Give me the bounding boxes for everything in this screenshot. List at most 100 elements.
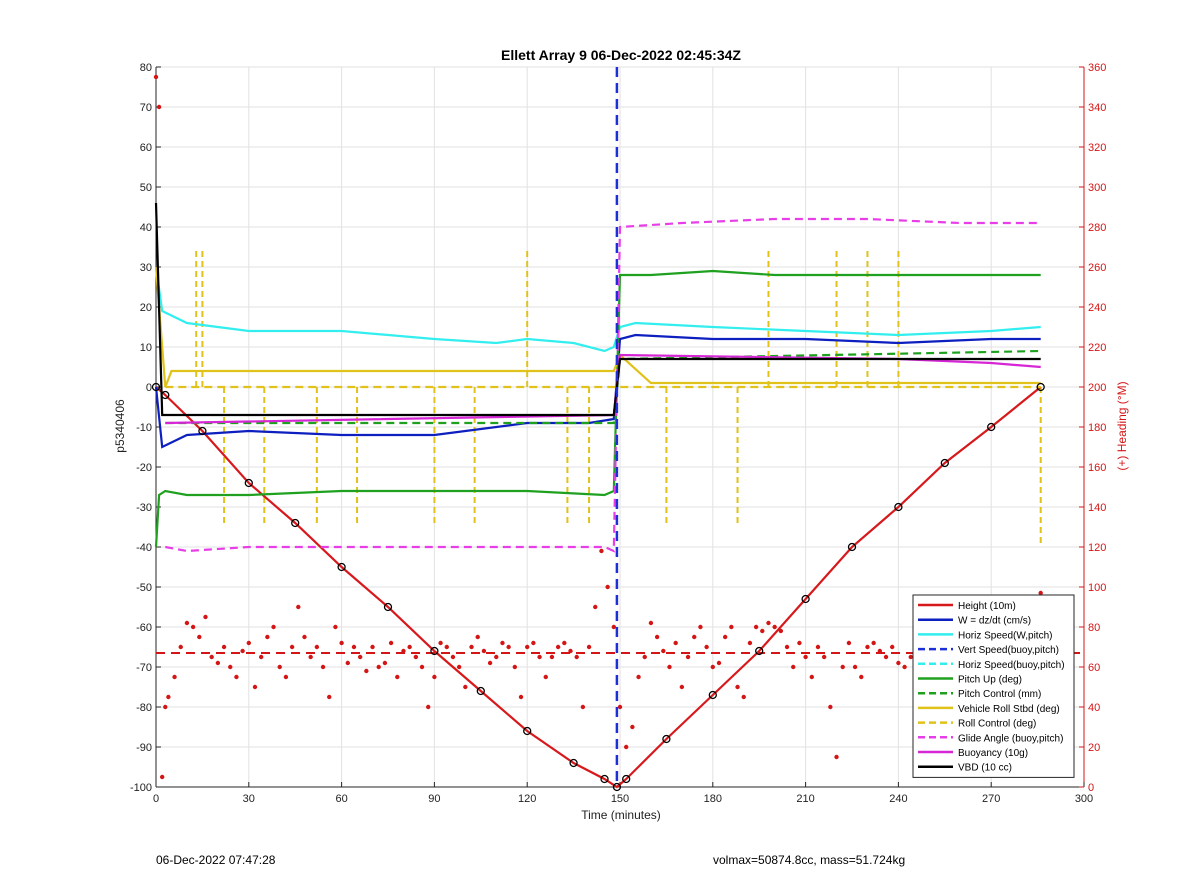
y-tick-label: 0 — [146, 382, 152, 394]
height-marker — [987, 422, 996, 432]
heading-point — [803, 654, 808, 660]
heading-point — [469, 644, 474, 650]
y-right-tick-label: 200 — [1088, 382, 1106, 394]
heading-point — [648, 620, 654, 626]
heading-point — [302, 634, 307, 640]
heading-point — [271, 624, 276, 630]
height-marker — [569, 758, 578, 768]
height-marker — [622, 774, 631, 784]
heading-point — [766, 620, 771, 626]
heading-point — [883, 654, 889, 660]
heading-point — [543, 674, 548, 680]
y-right-tick-label: 100 — [1088, 582, 1106, 594]
y-right-tick-label: 300 — [1088, 182, 1106, 194]
heading-point — [574, 654, 579, 660]
heading-point — [456, 664, 462, 670]
heading-point — [599, 548, 604, 554]
heading-point — [166, 694, 171, 700]
x-tick-label: 0 — [153, 793, 159, 805]
y-tick-label: 40 — [140, 222, 152, 234]
heading-point — [327, 694, 332, 700]
heading-point — [450, 654, 456, 660]
heading-point — [809, 674, 814, 680]
heading-point — [623, 744, 629, 750]
height-marker — [151, 382, 161, 392]
height-marker — [894, 502, 903, 512]
heading-point — [512, 664, 518, 670]
heading-point — [197, 634, 202, 640]
height-marker — [847, 542, 857, 552]
height-marker — [476, 686, 485, 696]
x-tick-label: 180 — [704, 793, 722, 805]
x-tick-label: 270 — [982, 793, 1000, 805]
legend-label-glide-angle-buoy-pitch: Glide Angle (buoy,pitch) — [958, 733, 1063, 744]
y-tick-label: -40 — [136, 542, 152, 554]
heading-point — [333, 624, 338, 630]
y-tick-label: 70 — [140, 102, 152, 114]
x-tick-label: 90 — [428, 793, 440, 805]
heading-point — [815, 644, 821, 650]
height-marker — [1036, 382, 1045, 392]
series-pitch-up-deg — [154, 269, 1041, 548]
heading-point — [846, 640, 852, 646]
height-marker — [198, 426, 207, 436]
heading-point — [797, 640, 802, 646]
heading-point — [840, 664, 845, 670]
heading-point — [444, 644, 449, 650]
heading-point — [289, 644, 295, 650]
height-marker — [523, 726, 532, 736]
x-tick-label: 30 — [243, 793, 255, 805]
y-tick-label: -50 — [136, 582, 152, 594]
heading-point — [156, 104, 162, 110]
y-right-tick-label: 120 — [1088, 542, 1106, 554]
plot-area — [151, 74, 1084, 792]
heading-point — [865, 644, 870, 650]
y-right-tick-label: 40 — [1088, 702, 1100, 714]
heading-point — [246, 640, 251, 646]
y-tick-label: -80 — [136, 702, 152, 714]
height-marker — [708, 690, 717, 700]
heading-point — [722, 634, 728, 640]
chart-title: Ellett Array 9 06-Dec-2022 02:45:34Z — [501, 47, 741, 63]
series-vehicle-roll-stbd-deg — [154, 266, 1041, 388]
series-w-dz-dt-cm-s — [154, 333, 1041, 449]
heading-point — [314, 644, 320, 650]
heading-point — [716, 660, 722, 666]
heading-point — [679, 684, 685, 690]
height-marker — [600, 774, 609, 784]
heading-point — [555, 644, 561, 650]
heading-point — [778, 628, 784, 634]
legend-label-vehicle-roll-stbd-deg: Vehicle Roll Stbd (deg) — [958, 704, 1060, 715]
heading-point — [221, 644, 227, 650]
heading-point — [704, 644, 709, 650]
series-vbd-10-cc — [154, 202, 1041, 417]
heading-point — [401, 648, 406, 654]
legend-label-vert-speed-buoy-pitch: Vert Speed(buoy,pitch) — [958, 645, 1059, 656]
heading-point — [692, 634, 697, 640]
y-right-tick-label: 360 — [1088, 62, 1106, 74]
heading-point — [153, 74, 159, 80]
y-right-tick-label: 280 — [1088, 222, 1106, 234]
heading-point — [413, 654, 419, 660]
heading-point — [172, 674, 177, 680]
y-axis-label: p5340406 — [113, 399, 127, 453]
height-marker — [161, 390, 170, 400]
heading-point — [203, 614, 208, 620]
y-right-tick-label: 140 — [1088, 502, 1106, 514]
heading-point — [729, 624, 734, 630]
heading-point — [636, 674, 641, 680]
heading-point — [821, 654, 827, 660]
heading-point — [388, 640, 394, 646]
heading-point — [432, 674, 437, 680]
heading-point — [753, 624, 759, 630]
heading-point — [605, 584, 610, 590]
y-tick-label: -90 — [136, 742, 152, 754]
y-tick-label: 10 — [140, 342, 152, 354]
x-tick-label: 60 — [335, 793, 347, 805]
heading-point — [630, 724, 635, 730]
series-horiz-speed-w-pitch — [154, 266, 1041, 353]
heading-point — [475, 634, 480, 640]
heading-point — [209, 654, 214, 660]
heading-point — [667, 664, 672, 670]
